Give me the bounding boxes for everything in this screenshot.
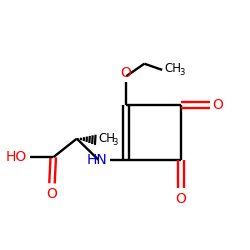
Text: O: O — [212, 98, 224, 112]
Text: CH: CH — [98, 132, 115, 145]
Text: HN: HN — [86, 153, 107, 167]
Text: O: O — [176, 192, 186, 206]
Text: 3: 3 — [113, 138, 118, 147]
Text: HO: HO — [6, 150, 27, 164]
Text: CH: CH — [165, 62, 182, 76]
Text: 3: 3 — [179, 68, 184, 77]
Text: O: O — [46, 187, 58, 201]
Text: O: O — [120, 66, 131, 80]
